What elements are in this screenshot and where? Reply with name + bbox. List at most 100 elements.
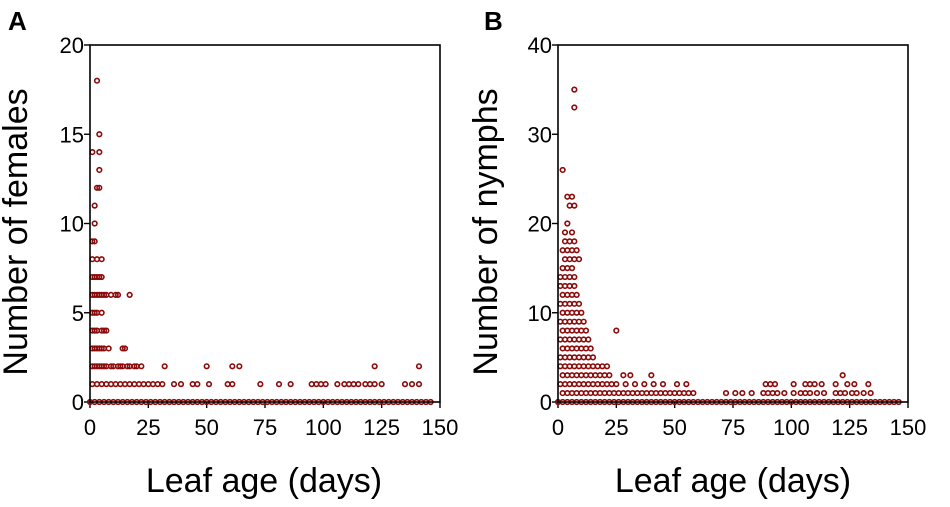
panel-a-data-point	[334, 381, 341, 388]
panel-b-data-point	[865, 381, 872, 388]
panel-a-x-axis-title: Leaf age (days)	[146, 462, 382, 500]
panel-b-data-point	[580, 318, 587, 325]
panel-a-data-point	[138, 363, 145, 370]
panel-a-data-point	[205, 381, 213, 388]
panel-b-data-point	[860, 389, 867, 397]
panel-a-data-point	[91, 202, 98, 209]
panel-a-data-point	[105, 345, 112, 352]
panel-b-data-point	[739, 389, 746, 397]
panel-a-data-point	[161, 363, 168, 370]
panel-b-data-point	[813, 389, 821, 397]
panel-b-data-point	[867, 389, 874, 397]
panel-a-points	[86, 77, 434, 406]
panel-b-label: B	[484, 6, 503, 36]
panel-b-data-point	[811, 381, 818, 388]
panel-a-data-point	[203, 363, 210, 370]
panel-a-data-point	[100, 327, 108, 334]
panel-a-label: A	[8, 6, 27, 36]
panel-b: B Leaf age (days) Number of nymphs 0 25 50…	[467, 6, 926, 500]
panel-b-data-point	[627, 372, 634, 379]
panel-b-data-point	[589, 354, 597, 361]
panel-a-data-point	[159, 381, 166, 388]
panel-b-data-point	[568, 265, 576, 272]
panel-b-y-tick-label: 10	[528, 301, 552, 326]
panel-a-axes-frame	[89, 44, 441, 403]
panel-a-data-point	[93, 184, 101, 191]
panel-a-data-point	[91, 291, 98, 299]
panel-b-data-point	[648, 372, 655, 379]
panel-b-data-point	[582, 327, 590, 334]
panel-a-data-point	[124, 363, 131, 370]
panel-b-data-point	[683, 381, 690, 388]
panel-b-data-point	[575, 256, 583, 263]
panel-a-data-point	[91, 309, 98, 316]
panel-b-data-point	[774, 389, 781, 397]
panel-b-data-point	[571, 282, 578, 290]
panel-b-data-point	[650, 381, 657, 388]
panel-b-data-point	[573, 291, 580, 299]
panel-a-data-point	[131, 363, 138, 370]
panel-a-data-point	[112, 291, 119, 299]
panel-b-data-point	[603, 363, 611, 370]
panel-b-y-tick-label: 30	[528, 122, 552, 147]
panel-b-data-point	[673, 381, 681, 388]
panel-a-data-point	[170, 381, 178, 388]
panel-b-data-point	[622, 381, 629, 388]
panel-a-data-point	[96, 184, 103, 191]
panel-b-data-point	[571, 86, 578, 93]
panel-a-x-tick-label: 0	[84, 415, 96, 440]
panel-a-data-point	[98, 345, 105, 352]
panel-b-data-point	[732, 389, 739, 397]
panel-a-y-tick-label: 0	[72, 390, 84, 415]
panel-b-data-point	[818, 381, 825, 388]
panel-a-x-tick-label: 75	[253, 415, 277, 440]
panel-a-data-point	[114, 291, 122, 299]
panel-b-data-point	[790, 381, 797, 388]
panel-b-data-point	[575, 300, 583, 307]
panel-a-data-point	[408, 381, 416, 388]
panel-b-data-point	[559, 166, 566, 174]
panel-b-data-point	[641, 381, 648, 388]
panel-b-data-point	[851, 381, 858, 388]
panel-b-data-point	[631, 381, 639, 388]
panel-a-data-point	[119, 345, 126, 352]
panel-b-data-point	[585, 336, 592, 343]
panel-b-data-point	[571, 238, 578, 245]
panel-a-y-tick-label: 10	[60, 212, 84, 237]
panel-a-data-point	[236, 363, 243, 370]
panel-b-data-point	[722, 389, 730, 397]
panel-b-data-point	[573, 247, 580, 254]
panel-b-data-point	[820, 389, 828, 397]
panel-b-y-axis-title: Number of nymphs	[467, 88, 505, 375]
panel-b-x-tick-label: 150	[890, 415, 927, 440]
panel-a-data-point	[96, 166, 103, 174]
panel-a-data-point	[229, 381, 236, 388]
panel-b-data-point	[620, 372, 627, 379]
panel-a-data-point	[322, 381, 329, 388]
panel-a-y-tick-label: 15	[60, 122, 84, 147]
panel-a: A Leaf age (days) Number of females 0 25 5…	[0, 6, 458, 500]
panel-b-data-point	[806, 389, 814, 397]
panel-a-data-point	[177, 381, 185, 388]
panel-a-data-point	[371, 363, 378, 370]
panel-a-data-point	[96, 131, 103, 138]
panel-b-data-point	[790, 389, 797, 397]
panel-a-data-point	[378, 381, 385, 388]
panel-b-data-point	[568, 229, 576, 236]
panel-a-data-point	[415, 363, 423, 370]
panel-b-data-point	[571, 202, 578, 209]
panel-b-data-point	[571, 273, 578, 281]
panel-a-data-point	[100, 363, 108, 370]
panel-a-ticks: 0 25 50 75 100 125 150 0 5 10 15 20	[60, 33, 459, 440]
panel-a-data-point	[93, 77, 101, 84]
panel-b-data-point	[613, 381, 620, 388]
panel-a-data-point	[229, 363, 236, 370]
panel-b-data-point	[839, 372, 846, 379]
panel-b-data-point	[832, 381, 839, 388]
panel-b-x-tick-label: 0	[552, 415, 564, 440]
panel-a-data-point	[98, 309, 105, 316]
panel-a-data-point	[98, 256, 105, 263]
panel-a-y-tick-label: 5	[72, 301, 84, 326]
panel-a-y-tick-label: 20	[60, 33, 84, 58]
